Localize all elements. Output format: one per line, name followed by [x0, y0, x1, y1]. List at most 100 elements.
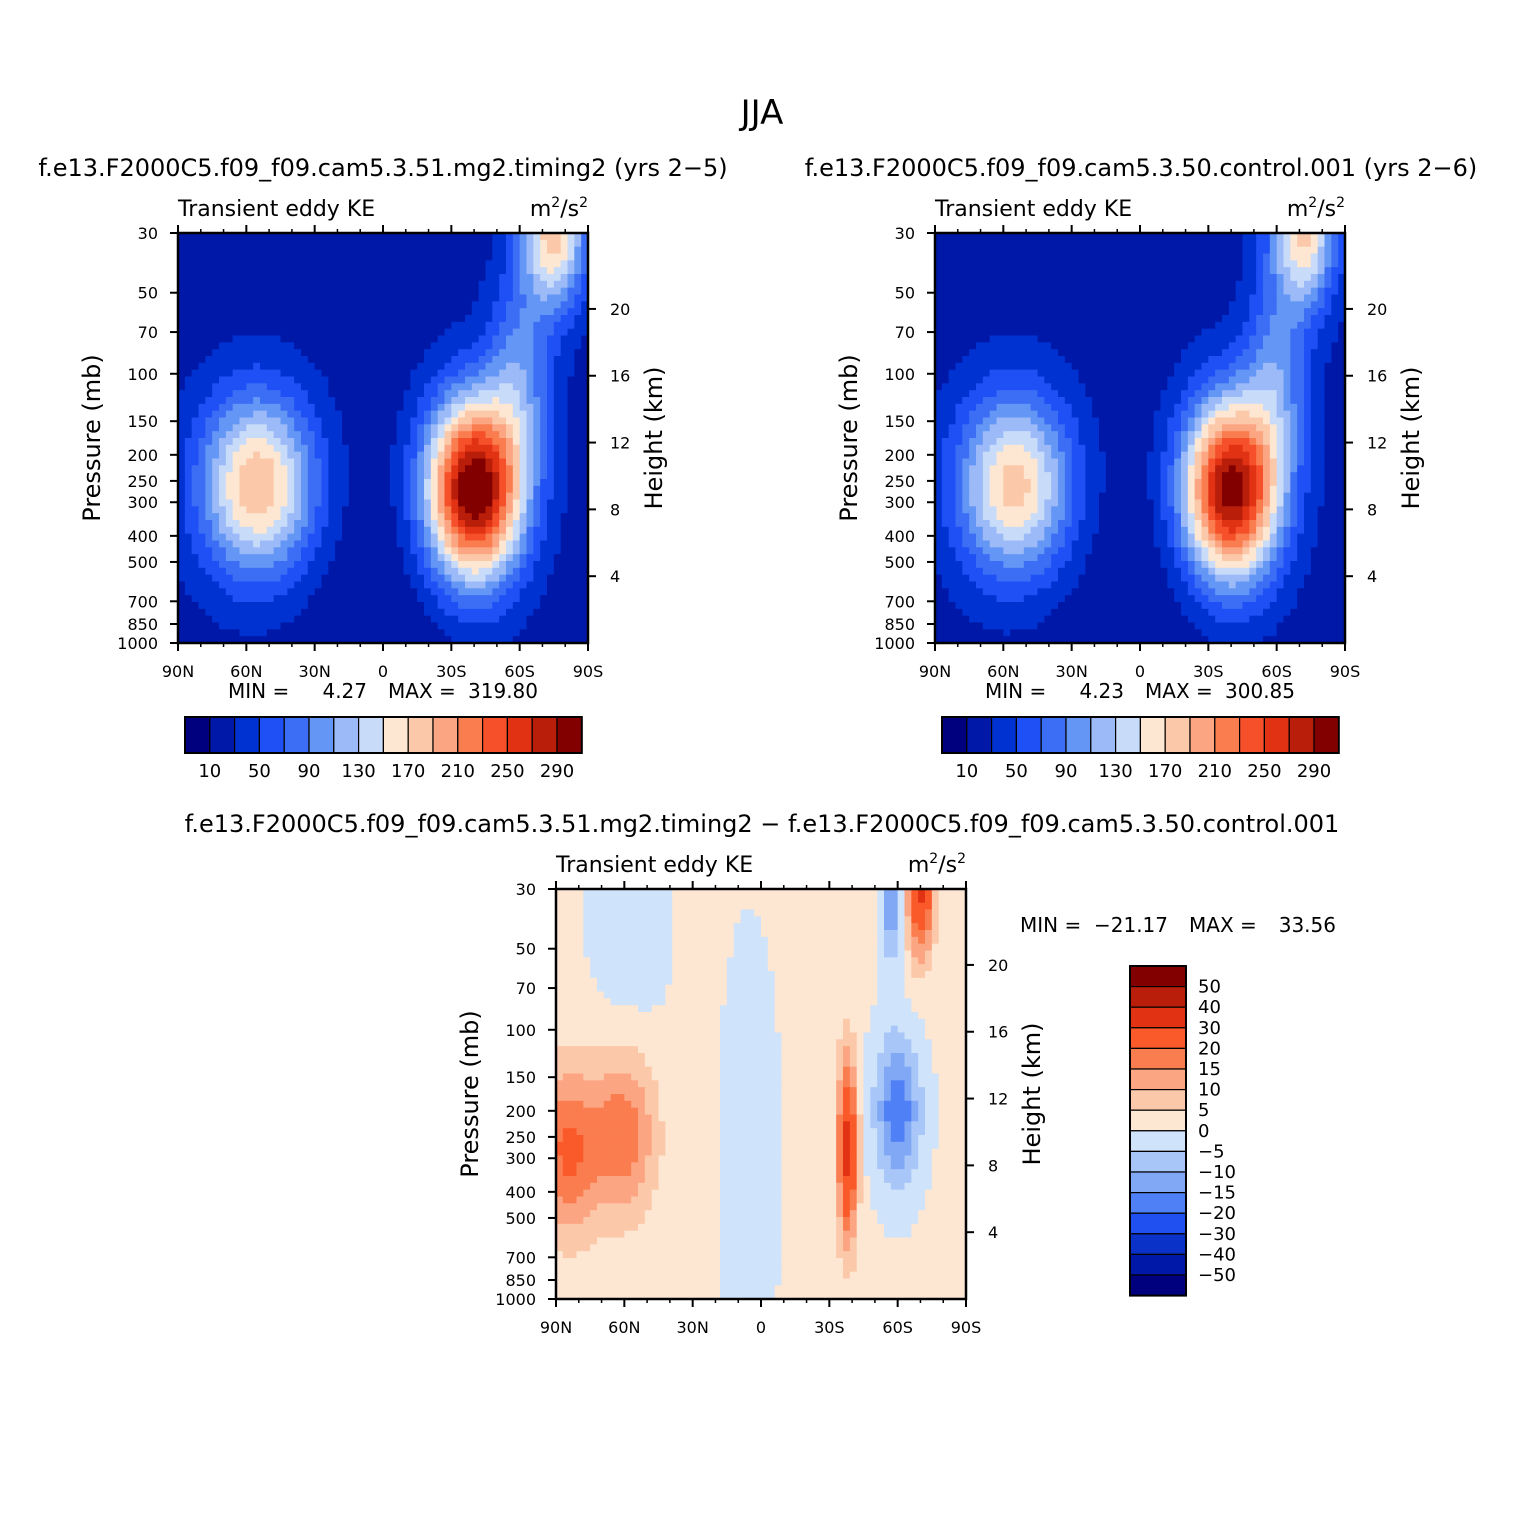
timing2-cell	[451, 239, 459, 248]
control-cell	[948, 362, 957, 371]
timing2-cell	[280, 424, 288, 432]
timing2-cell	[383, 615, 391, 624]
timing2-cell	[212, 253, 220, 261]
control-cell	[1112, 369, 1121, 378]
timing2-ytick-label: 300	[127, 493, 158, 512]
timing2-cell	[294, 383, 302, 391]
timing2-cell	[506, 431, 514, 439]
timing2-cell	[219, 608, 227, 617]
timing2-cell	[519, 253, 528, 261]
timing2-cell	[301, 540, 309, 548]
timing2-cell	[383, 629, 391, 637]
timing2-cell	[410, 267, 418, 275]
timing2-cell	[485, 356, 493, 364]
timing2-cell	[239, 267, 247, 275]
timing2-cell	[362, 444, 370, 453]
timing2-cell	[253, 615, 261, 624]
control-cell	[1269, 328, 1278, 337]
timing2-cell	[581, 581, 589, 589]
timing2-cell	[266, 588, 275, 596]
control-cell	[1187, 328, 1196, 337]
timing2-cell	[246, 321, 254, 330]
timing2-cell	[355, 376, 364, 384]
timing2-cell	[410, 403, 418, 412]
timing2-cell	[266, 472, 275, 480]
control-cell	[996, 356, 1004, 364]
timing2-cell	[403, 267, 411, 275]
control-cell	[1092, 260, 1100, 268]
timing2-cell	[458, 554, 466, 562]
timing2-cell	[239, 369, 247, 378]
timing2-cell	[574, 622, 582, 630]
timing2-cell	[232, 233, 241, 241]
timing2-cell	[212, 608, 220, 617]
timing2-ztick-label: 16	[610, 367, 630, 386]
timing2-cell	[335, 390, 343, 398]
timing2-cell	[273, 636, 282, 644]
timing2-cell	[362, 629, 370, 637]
control-cell	[1146, 328, 1155, 337]
timing2-cell	[389, 547, 398, 555]
timing2-cell	[471, 636, 480, 644]
timing2-cell	[348, 458, 357, 466]
timing2-cell	[417, 267, 425, 275]
control-cell	[1023, 362, 1032, 371]
timing2-cell	[458, 438, 466, 446]
timing2-cell	[567, 424, 575, 432]
timing2-cell	[335, 540, 343, 548]
timing2-cell	[198, 369, 206, 378]
timing2-cell	[581, 301, 589, 309]
timing2-cell	[581, 308, 589, 316]
timing2-cell	[376, 280, 384, 289]
timing2-cell	[178, 533, 186, 542]
timing2-cell	[191, 253, 200, 261]
control-cell	[1010, 342, 1018, 350]
timing2-cell	[424, 315, 432, 323]
control-cell	[989, 280, 998, 289]
timing2-cell	[403, 424, 411, 432]
timing2-cell	[314, 424, 323, 432]
timing2-cell	[567, 499, 575, 507]
timing2-cell	[574, 520, 582, 528]
timing2-cell	[239, 403, 247, 412]
control-cell	[1044, 342, 1052, 350]
control-cell	[1119, 362, 1127, 371]
timing2-cell	[519, 574, 528, 583]
timing2-cell	[355, 595, 364, 603]
control-cell	[1331, 321, 1339, 330]
timing2-cell	[383, 465, 391, 473]
timing2-cell	[301, 438, 309, 446]
control-cell	[1112, 321, 1121, 330]
timing2-cell	[246, 294, 254, 302]
timing2-xtick-label: 90N	[162, 662, 194, 681]
timing2-cell	[547, 356, 555, 364]
timing2-cell	[266, 233, 275, 241]
timing2-cell	[581, 239, 589, 248]
timing2-cell	[253, 356, 261, 364]
control-cell	[1174, 274, 1182, 282]
timing2-cell	[301, 520, 309, 528]
timing2-cell	[553, 465, 562, 473]
control-cell	[1133, 315, 1141, 323]
timing2-cell	[553, 438, 562, 446]
timing2-cell	[458, 308, 466, 316]
control-cell	[1105, 267, 1114, 275]
timing2-cell	[451, 335, 459, 343]
control-cell	[989, 274, 998, 282]
timing2-cell	[225, 239, 234, 248]
control-cell	[1174, 253, 1182, 261]
timing2-cell	[266, 280, 275, 289]
timing2-cell	[362, 547, 370, 555]
control-cell	[1099, 328, 1107, 337]
timing2-cell	[417, 485, 425, 494]
timing2-cell	[191, 608, 200, 617]
timing2-cell	[328, 479, 336, 487]
timing2-cell	[389, 274, 398, 282]
timing2-cell	[519, 479, 528, 487]
timing2-cell	[301, 294, 309, 302]
control-cell	[1023, 349, 1032, 357]
control-cell	[1256, 315, 1264, 323]
control-cell	[1201, 294, 1209, 302]
timing2-cell	[519, 431, 528, 439]
control-cell	[1283, 246, 1291, 255]
